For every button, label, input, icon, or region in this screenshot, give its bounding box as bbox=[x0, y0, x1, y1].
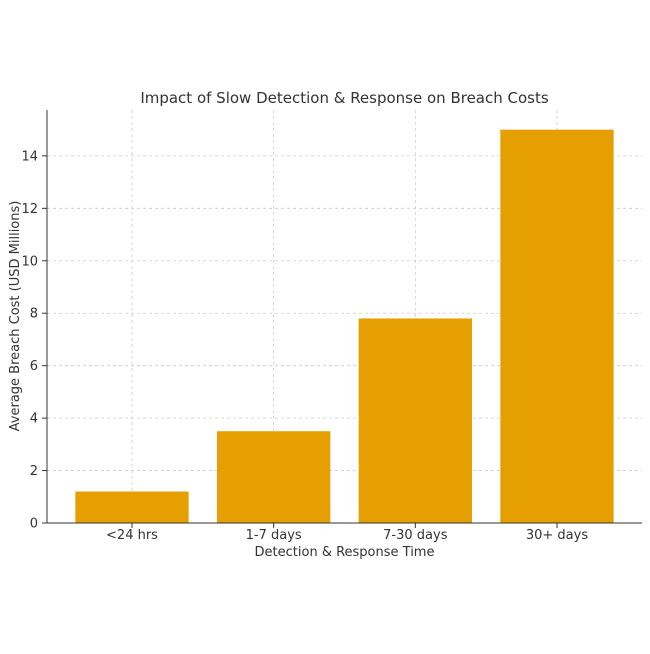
y-tick-label: 14 bbox=[21, 149, 38, 164]
y-tick-label: 2 bbox=[30, 464, 38, 479]
bar bbox=[217, 431, 331, 523]
tick-labels: 0 2 4 6 8 10 12 14 <24 hrs 1-7 days 7-30 days 30+ d… bbox=[21, 149, 588, 543]
y-tick-label: 12 bbox=[21, 202, 38, 217]
y-axis-label: Average Breach Cost (USD Millions) bbox=[8, 201, 23, 432]
x-tick-label: 30+ days bbox=[526, 528, 588, 543]
chart-title: Impact of Slow Detection & Response on B… bbox=[140, 89, 549, 107]
x-axis-label: Detection & Response Time bbox=[255, 545, 435, 560]
bar bbox=[75, 491, 189, 523]
x-tick-label: 7-30 days bbox=[383, 528, 448, 543]
axes bbox=[42, 110, 642, 528]
y-tick-label: 10 bbox=[21, 254, 38, 269]
y-tick-label: 4 bbox=[30, 412, 38, 427]
bar bbox=[358, 318, 472, 523]
y-tick-label: 0 bbox=[30, 517, 38, 532]
y-tick-label: 6 bbox=[30, 359, 38, 374]
x-tick-label: <24 hrs bbox=[106, 528, 158, 543]
bars bbox=[75, 129, 614, 523]
x-tick-label: 1-7 days bbox=[246, 528, 302, 543]
y-tick-label: 8 bbox=[30, 307, 38, 322]
bar bbox=[500, 129, 614, 523]
